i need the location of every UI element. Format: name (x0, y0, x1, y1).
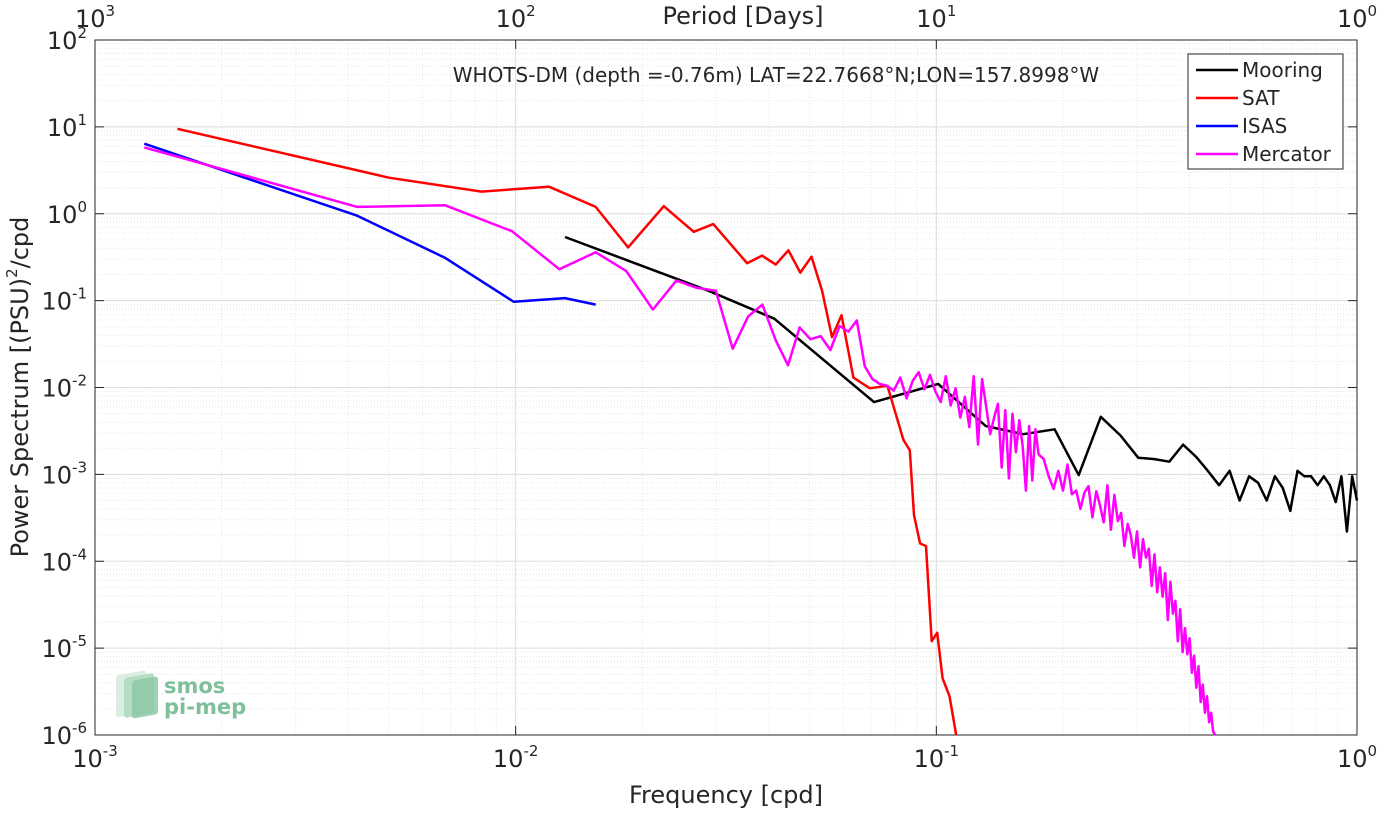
logo-text-line2: pi-mep (164, 695, 246, 719)
minor-grid (95, 40, 1357, 735)
y-tick-label: 10-2 (41, 372, 87, 403)
y-axis-label-superscript: 2 (3, 268, 21, 278)
y-tick-label: 101 (47, 111, 87, 142)
top-tick-label: 102 (496, 2, 536, 33)
y-tick-label: 102 (47, 24, 87, 55)
x-tick-label: 10-1 (914, 742, 960, 773)
top-tick-label: 100 (1337, 2, 1377, 33)
y-tick-label: 10-4 (41, 545, 87, 576)
legend: Mooring SAT ISAS Mercator (1187, 53, 1344, 170)
series-line-sat (177, 127, 958, 736)
axis-ticks (94, 39, 1358, 736)
x-axis-label: Frequency [cpd] (629, 781, 823, 809)
x-tick-label: 10-3 (72, 742, 118, 773)
y-axis-label-tail: /cpd (6, 217, 34, 269)
series-line-isas (143, 142, 596, 306)
y-tick-label: 10-3 (41, 458, 87, 489)
series-layer (143, 127, 1359, 736)
y-axis-label: Power Spectrum [(PSU)2/cpd (3, 217, 34, 558)
x-tick-label: 100 (1337, 742, 1377, 773)
major-grid (94, 39, 1358, 736)
top-tick-label: 103 (75, 2, 115, 33)
y-tick-label: 100 (47, 198, 87, 229)
legend-label-mooring: Mooring (1242, 58, 1323, 82)
series-line-mooring (564, 235, 1359, 533)
legend-item-mooring: Mooring (1196, 58, 1323, 82)
legend-label-mercator: Mercator (1242, 142, 1332, 166)
top-axis-label: Period [Days] (662, 2, 823, 30)
logo-text-line1: smos (164, 674, 225, 698)
legend-item-sat: SAT (1196, 86, 1280, 110)
y-tick-label: 10-6 (41, 719, 87, 750)
legend-label-isas: ISAS (1242, 114, 1287, 138)
y-tick-label: 10-1 (41, 285, 87, 316)
smos-pimep-logo: smos pi-mep (116, 670, 246, 719)
y-tick-label: 10-5 (41, 632, 87, 663)
legend-item-isas: ISAS (1196, 114, 1287, 138)
x-tick-label: 10-2 (493, 742, 539, 773)
legend-box (1187, 53, 1344, 170)
series-line-mercator (143, 146, 1217, 736)
legend-item-mercator: Mercator (1196, 142, 1332, 166)
chart-title: WHOTS-DM (depth =-0.76m) LAT=22.7668°N;L… (453, 63, 1100, 87)
legend-label-sat: SAT (1242, 86, 1280, 110)
top-tick-label: 101 (916, 2, 956, 33)
